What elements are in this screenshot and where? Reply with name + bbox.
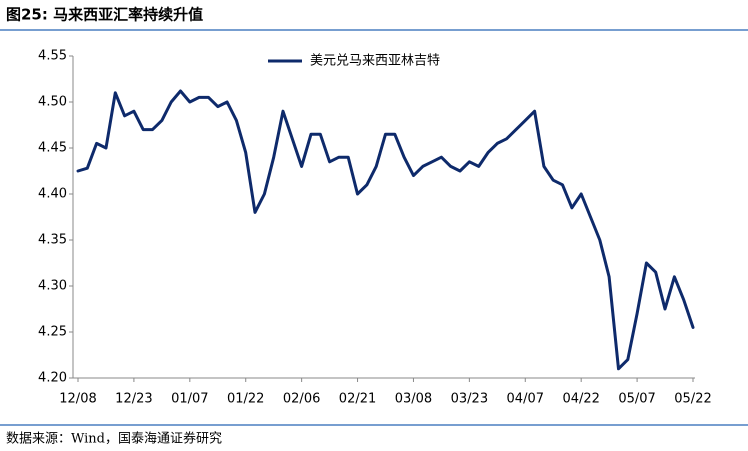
x-tick-label: 03/08 — [395, 392, 432, 407]
data-line — [76, 89, 695, 371]
chart-title: 图25: 马来西亚汇率持续升值 — [6, 6, 203, 24]
y-tick-label: 4.50 — [38, 95, 67, 110]
x-tick-label: 05/22 — [674, 392, 711, 407]
x-tick-label: 12/08 — [59, 392, 96, 407]
source: 数据来源：Wind，国泰海通证券研究 — [6, 431, 222, 447]
y-tick-label: 4.45 — [38, 141, 67, 156]
legend-label: 美元兑马来西亚林吉特 — [310, 54, 440, 69]
y-tick-label: 4.20 — [38, 371, 67, 386]
x-tick-label: 03/23 — [451, 392, 488, 407]
x-tick-label: 04/22 — [562, 392, 599, 407]
y-tick-label: 4.25 — [38, 325, 67, 340]
x-tick-label: 04/07 — [507, 392, 544, 407]
x-tick-label: 02/21 — [339, 392, 376, 407]
x-tick-label: 02/06 — [283, 392, 320, 407]
x-tick-label: 12/23 — [115, 392, 152, 407]
y-tick-label: 4.40 — [38, 187, 67, 202]
y-tick-label: 4.35 — [38, 233, 67, 248]
x-tick-label: 05/07 — [618, 392, 655, 407]
x-tick-label: 01/07 — [171, 392, 208, 407]
x-tick-label: 01/22 — [227, 392, 264, 407]
y-tick-label: 4.55 — [38, 49, 67, 64]
y-tick-label: 4.30 — [38, 279, 67, 294]
